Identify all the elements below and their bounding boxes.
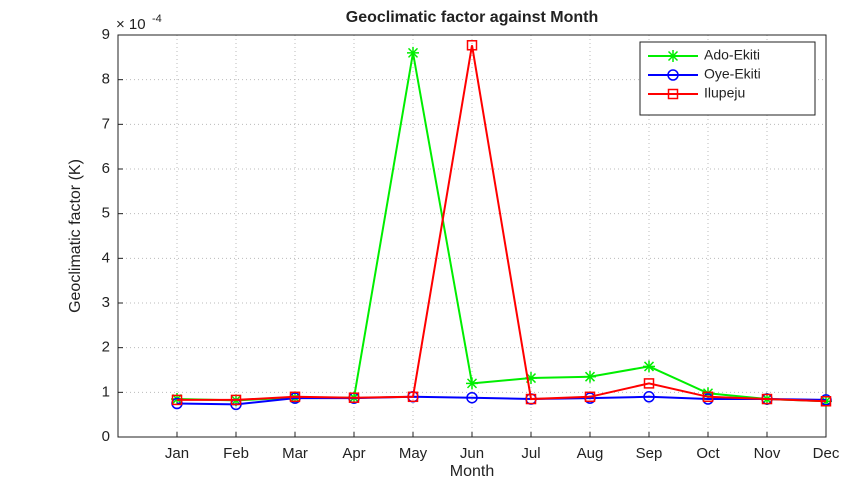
x-tick-label: Oct [696,445,720,462]
marker [525,393,537,405]
legend-label: Ado-Ekiti [704,47,760,63]
marker-shape [466,40,478,51]
marker-shape [289,391,301,403]
x-tick-label: Nov [754,445,781,462]
marker [171,394,183,406]
marker [643,391,655,403]
marker [643,360,655,373]
marker-shape [348,392,360,403]
marker [643,378,655,389]
x-tick-label: Jun [460,445,484,462]
marker [230,394,242,406]
marker-shape [667,50,679,62]
x-axis-label: Month [450,463,494,480]
marker-shape [643,391,655,403]
marker-shape [407,47,419,58]
axes-box [117,34,827,438]
marker [761,393,773,405]
y-multiplier-exponent: -4 [152,13,162,25]
marker [407,46,419,59]
marker [289,391,301,403]
y-tick-label: 1 [102,383,110,400]
x-tick-label: Jul [521,445,540,462]
x-tick-label: Aug [577,445,604,462]
marker-shape [643,361,655,372]
y-tick-label: 3 [102,294,110,311]
x-tick-label: Apr [342,445,365,462]
marker-shape [667,88,679,100]
legend-label: Oye-Ekiti [704,66,761,82]
y-axis-label: Geoclimatic factor (K) [67,159,84,313]
x-tick-label: Sep [636,445,663,462]
y-tick-label: 9 [102,26,110,43]
x-tick-label: Mar [282,445,308,462]
x-tick-label: Dec [813,445,840,462]
marker [667,50,679,62]
marker-shape [407,391,419,403]
y-tick-label: 4 [102,249,110,266]
data-line [177,45,827,403]
y-tick-label: 5 [102,205,110,222]
marker-shape [466,391,478,404]
y-tick-label: 0 [102,428,110,445]
data-line [176,395,827,406]
legend-label: Ilupeju [704,85,745,101]
y-tick-label: 7 [102,115,110,132]
marker [584,391,596,403]
marker [466,391,478,404]
marker-shape [230,394,242,406]
marker-shape [171,394,183,406]
marker [466,40,478,51]
marker [820,396,832,407]
x-tick-label: Jan [165,445,189,462]
marker-shape [525,393,537,405]
marker [348,392,360,403]
marker-shape [667,69,679,81]
marker-shape [584,391,596,403]
marker-shape [643,378,655,389]
y-tick-label: 2 [102,339,110,356]
marker-shape [761,393,773,405]
marker [407,391,419,403]
y-tick-label: 8 [102,71,110,88]
marker [702,391,714,403]
marker-shape [466,378,478,389]
marker-shape [702,391,714,403]
marker [584,370,596,383]
y-tick-label: 6 [102,160,110,177]
x-tick-label: May [399,445,428,462]
x-tick-label: Feb [223,445,249,462]
y-multiplier: × 10 [116,16,146,33]
marker [667,88,679,100]
marker-shape [820,396,832,407]
chart-title: Geoclimatic factor against Month [346,9,598,26]
marker [667,69,679,81]
marker-shape [584,371,596,382]
marker [466,377,478,390]
